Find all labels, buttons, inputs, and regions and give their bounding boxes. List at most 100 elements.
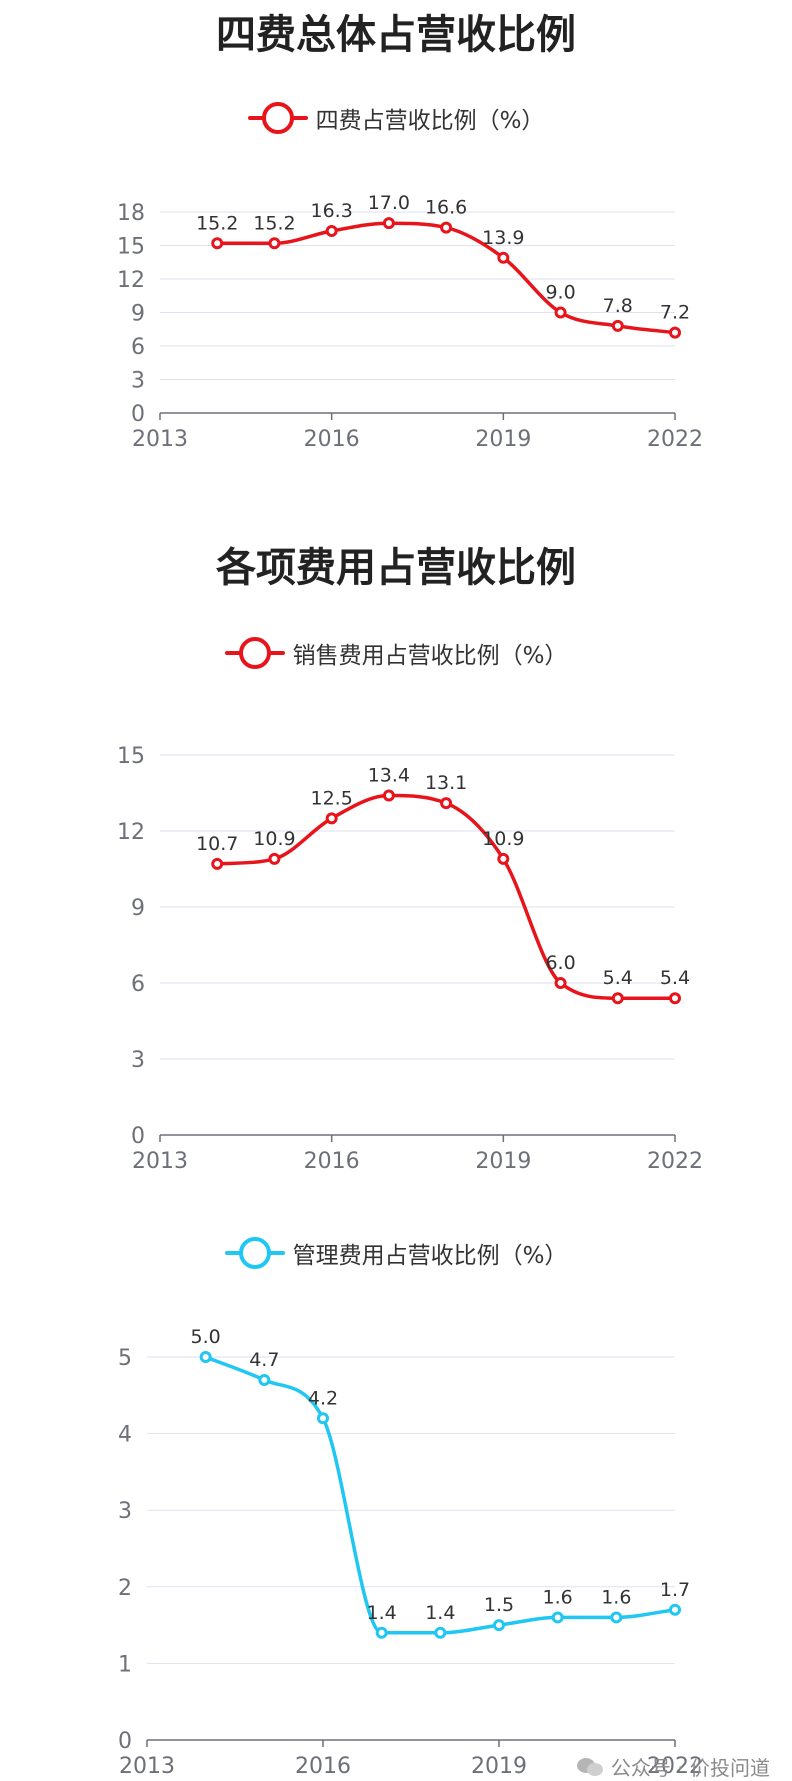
data-point [610,1611,623,1624]
data-label: 16.6 [425,197,467,219]
data-label: 1.5 [484,1594,514,1616]
chart-ratio-total: 0 3 6 9 12 15 18 2013 2016 2019 2022 15.2 15.2 16.3 17… [117,192,703,452]
data-label: 13.1 [425,772,467,794]
y-tick-label: 15 [117,744,145,769]
x-tick-label: 2019 [475,1149,531,1174]
data-point [268,237,281,250]
data-label: 5.0 [191,1326,221,1348]
x-tick-label: 2019 [471,1754,527,1779]
data-label: 4.7 [249,1349,279,1371]
y-tick-label: 2 [118,1576,132,1601]
legend-marker-icon [224,1233,285,1273]
watermark-text: 公众号 · 价投问道 [610,1756,770,1780]
data-point [382,789,395,802]
data-point [554,306,567,319]
x-tick-label: 2013 [132,427,188,452]
data-label: 15.2 [196,212,238,234]
x-tick-label: 2022 [647,1149,703,1174]
data-point [375,1626,388,1639]
data-label: 15.2 [253,212,295,234]
data-label: 7.2 [660,302,690,324]
y-tick-label: 15 [117,235,145,260]
y-tick-label: 12 [117,820,145,845]
data-point [669,1603,681,1616]
y-tick-label: 1 [118,1652,132,1677]
data-label: 10.9 [482,828,524,850]
data-point [497,251,510,264]
x-tick-label: 2016 [295,1754,351,1779]
data-point [493,1619,505,1632]
data-point [199,1351,212,1363]
data-point [611,319,624,332]
y-tick-label: 9 [131,302,145,327]
data-label: 12.5 [311,787,353,809]
data-point [325,224,338,237]
x-tick-label: 2013 [132,1149,188,1174]
data-point [211,857,224,870]
y-tick-label: 3 [131,1048,145,1073]
data-label: 1.7 [660,1579,690,1601]
chart1-title: 四费总体占营收比例 [216,11,576,58]
data-point [669,326,681,339]
data-point [669,992,681,1005]
data-label: 5.4 [660,967,690,989]
data-label: 1.6 [601,1586,631,1608]
y-tick-label: 5 [118,1346,132,1371]
x-tick-label: 2013 [119,1754,175,1779]
chart3-legend[interactable]: 管理费用占营收比例（%） [0,1233,792,1273]
data-point [440,221,453,234]
series-line [203,1355,677,1635]
series-line [215,793,677,1000]
data-point [554,977,567,989]
y-tick-label: 0 [131,1124,145,1149]
data-point [551,1611,564,1624]
legend-label: 四费占营收比例（%） [315,108,545,134]
y-tick-label: 12 [117,268,145,293]
data-label: 10.9 [253,828,295,850]
data-label: 5.4 [603,967,633,989]
data-point [317,1412,329,1425]
data-label: 7.8 [603,295,633,317]
data-point [382,217,395,230]
y-tick-label: 3 [118,1499,132,1524]
x-tick-label: 2022 [647,427,703,452]
data-point [258,1373,271,1386]
y-tick-label: 0 [131,402,145,427]
wechat-icon [576,1756,605,1778]
x-tick-label: 2016 [304,427,360,452]
data-point [497,852,510,865]
data-label: 9.0 [545,282,575,304]
data-label: 10.7 [196,833,238,855]
data-label: 13.4 [368,765,410,787]
chart2-title: 各项费用占营收比例 [216,544,576,591]
data-label: 1.6 [543,1586,573,1608]
y-tick-label: 18 [117,201,145,226]
chart-ratio-sales: 0 3 6 9 12 15 2013 2016 2019 2022 10.7 10.9 12.5 13.4… [117,744,703,1174]
data-point [611,992,624,1005]
legend-marker-icon [247,98,308,138]
x-tick-label: 2016 [304,1149,360,1174]
data-label: 17.0 [368,192,410,214]
chart2-legend[interactable]: 销售费用占营收比例（%） [0,633,792,673]
y-tick-label: 0 [118,1729,132,1754]
watermark: 公众号 · 价投问道 [576,1752,770,1781]
chart1-legend[interactable]: 四费占营收比例（%） [0,98,792,138]
data-point [440,797,453,810]
data-label: 13.9 [482,227,524,249]
data-label: 16.3 [311,200,353,222]
legend-label: 销售费用占营收比例（%） [292,643,568,669]
y-tick-label: 6 [131,335,145,360]
y-tick-label: 3 [131,369,145,394]
y-tick-label: 4 [118,1423,132,1448]
data-point [325,812,338,825]
data-label: 6.0 [545,952,575,974]
data-label: 4.2 [308,1387,338,1409]
data-label: 1.4 [425,1602,455,1624]
x-tick-label: 2019 [475,427,531,452]
y-tick-label: 9 [131,896,145,921]
data-point [211,237,224,250]
y-tick-label: 6 [131,972,145,997]
legend-marker-icon [224,633,285,673]
data-label: 1.4 [367,1602,397,1624]
